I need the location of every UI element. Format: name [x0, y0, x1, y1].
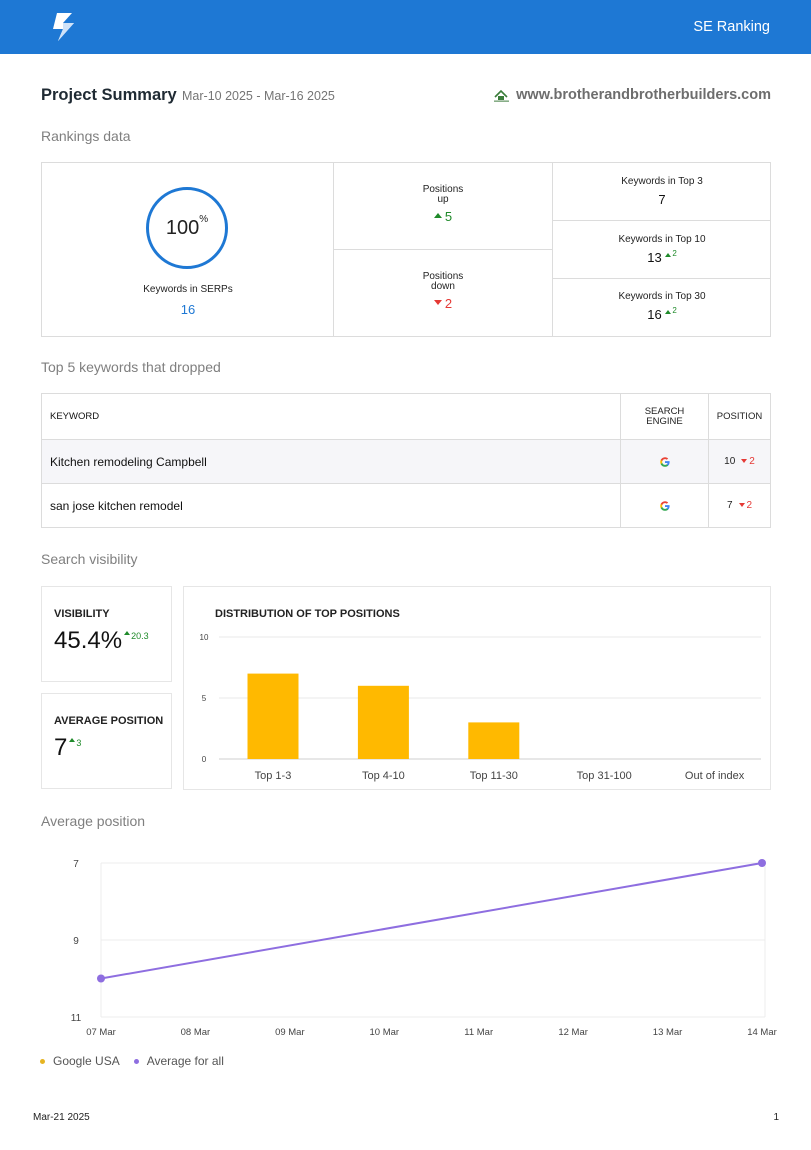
distribution-bar-chart: 0 5 10 Top 1-3 Top 4-10 Top 11-30 Top 31-100 Ou… [200, 633, 761, 782]
rankings-section-title: Rankings data [41, 128, 131, 144]
x-tick-label: 12 Mar [558, 1027, 588, 1038]
visibility-card: VISIBILITY 45.4% 20.3 [41, 586, 172, 682]
bar[interactable] [357, 685, 409, 759]
avg-position-label: AVERAGE POSITION [54, 715, 164, 727]
arrow-up-icon [665, 309, 672, 314]
y-tick-label: 9 [73, 936, 79, 947]
footer-date: Mar-21 2025 [33, 1112, 90, 1123]
visibility-section-title: Search visibility [41, 551, 138, 567]
legend-item-average[interactable]: Average for all [133, 1054, 224, 1068]
visibility-value: 45.4% 20.3 [54, 627, 149, 654]
arrow-down-icon [433, 300, 442, 306]
chart-title: DISTRIBUTION OF TOP POSITIONS [215, 608, 400, 620]
average-position-line-chart: 7 9 11 07 Mar 08 Mar 09 Mar 10 Mar 11 Mar 12 Mar… [71, 859, 777, 1038]
site-url: www.brotherandbrotherbuilders.com [494, 87, 771, 103]
series-line [100, 862, 763, 980]
x-tick-label: 11 Mar [464, 1027, 493, 1038]
table-header: KEYWORD SEARCH ENGINE POSITION [42, 394, 770, 440]
divider [553, 220, 771, 221]
dropped-keywords-table: KEYWORD SEARCH ENGINE POSITION Kitchen re… [41, 393, 771, 528]
positions-cell: Positions up 5 Positions down 2 [334, 163, 553, 336]
x-tick-label: 14 Mar [747, 1027, 777, 1038]
legend-item-google-usa[interactable]: Google USA [40, 1054, 120, 1068]
x-tick-label: 07 Mar [86, 1027, 116, 1038]
top3: Keywords in Top 3 7 [621, 176, 703, 207]
arrow-up-icon [665, 252, 672, 257]
col-keyword: KEYWORD [42, 394, 621, 439]
bar[interactable] [247, 673, 299, 759]
x-tick-label: 09 Mar [275, 1027, 305, 1038]
position-cell: 10 2 [724, 456, 755, 467]
google-icon [659, 456, 670, 467]
site-favicon-icon [494, 89, 510, 102]
top10: Keywords in Top 10 13 2 [618, 234, 706, 265]
legend-dot [40, 1058, 45, 1064]
y-tick-label: 5 [202, 694, 207, 703]
date-range: Mar-10 2025 - Mar-16 2025 [182, 89, 335, 103]
positions-up: Positions up 5 [422, 184, 464, 225]
x-tick-label: Out of index [685, 770, 745, 782]
x-tick-label: Top 11-30 [470, 770, 518, 782]
engine-cell [621, 484, 709, 527]
serp-percent-ring: 100% [146, 187, 228, 269]
serp-count: 16 [180, 302, 196, 317]
arrow-up-icon [69, 737, 76, 742]
y-tick-label: 10 [200, 633, 209, 642]
x-tick-label: Top 31-100 [577, 770, 632, 782]
table-row: Kitchen remodeling Campbell 10 2 [42, 440, 770, 484]
top-keywords-cell: Keywords in Top 3 7 Keywords in Top 10 1… [553, 163, 771, 336]
data-point[interactable] [97, 974, 105, 983]
bar[interactable] [468, 722, 520, 759]
top30: Keywords in Top 30 16 2 [618, 291, 706, 322]
page-title: Project Summary [41, 86, 177, 104]
rankings-grid: 100% Keywords in SERPs 16 Positions up 5… [41, 162, 771, 337]
visibility-label: VISIBILITY [54, 608, 110, 620]
data-point[interactable] [758, 859, 766, 867]
logo-bolt-icon [53, 13, 74, 41]
arrow-down-icon [741, 458, 748, 463]
google-icon [659, 500, 670, 511]
avg-position-section-title: Average position [41, 813, 146, 829]
x-tick-label: Top 4-10 [362, 770, 405, 782]
positions-down: Positions down 2 [422, 271, 464, 312]
y-tick-label: 7 [73, 859, 79, 870]
serp-cell: 100% Keywords in SERPs 16 [42, 163, 334, 336]
page-number: 1 [773, 1112, 779, 1123]
dropped-section-title: Top 5 keywords that dropped [41, 359, 221, 375]
engine-cell [621, 440, 709, 483]
arrow-up-icon [433, 213, 442, 219]
x-tick-label: 13 Mar [653, 1027, 683, 1038]
brand-name: SE Ranking [693, 19, 770, 35]
col-search-engine: SEARCH ENGINE [621, 394, 709, 439]
col-position: POSITION [716, 411, 763, 422]
header-bar: SE Ranking [0, 0, 811, 54]
chart-legend: Google USA Average for all [40, 1054, 224, 1068]
divider [334, 249, 552, 250]
arrow-up-icon [124, 630, 131, 635]
keyword-cell: san jose kitchen remodel [42, 484, 621, 527]
y-tick-label: 11 [71, 1013, 82, 1024]
site-url-text: www.brotherandbrotherbuilders.com [516, 87, 771, 103]
divider [553, 278, 771, 279]
arrow-down-icon [738, 502, 745, 507]
x-tick-label: 10 Mar [369, 1027, 399, 1038]
keyword-cell: Kitchen remodeling Campbell [42, 440, 621, 483]
serp-label: Keywords in SERPs [143, 284, 233, 295]
distribution-chart-card: DISTRIBUTION OF TOP POSITIONS 0 5 10 Top 1-… [183, 586, 771, 790]
serp-percent: 100% [165, 214, 209, 239]
y-tick-label: 0 [202, 755, 207, 764]
x-tick-label: Top 1-3 [255, 770, 292, 782]
x-tick-label: 08 Mar [181, 1027, 211, 1038]
legend-dot [133, 1058, 139, 1064]
